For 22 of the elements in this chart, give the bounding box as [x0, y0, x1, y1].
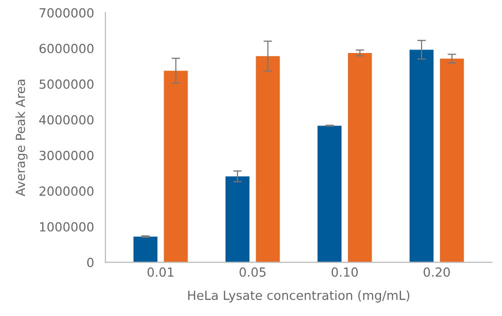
y-axis-title: Average Peak Area	[15, 80, 28, 196]
x-tick-label: 0.05	[240, 267, 266, 277]
y-tick-label: 3000000	[40, 150, 94, 160]
x-tick-label: 0.01	[148, 267, 174, 277]
bar	[164, 70, 188, 262]
y-tick-label: 6000000	[40, 44, 94, 54]
y-tick-label: 0	[87, 258, 94, 268]
x-tick-label: 0.10	[332, 267, 358, 277]
bar	[226, 176, 250, 262]
bar	[318, 126, 342, 262]
y-tick-label: 5000000	[40, 79, 94, 89]
bar	[410, 50, 434, 262]
y-tick-label: 2000000	[40, 186, 94, 196]
bar	[440, 58, 464, 262]
y-tick-label: 4000000	[39, 115, 94, 125]
bar	[348, 52, 372, 262]
x-axis-title: HeLa Lysate concentration (mg/mL)	[188, 290, 410, 302]
y-tick-label: 7000000	[40, 8, 94, 18]
bar	[133, 236, 158, 262]
y-tick-label: 1000000	[40, 222, 94, 232]
bar	[256, 56, 280, 262]
x-tick-label: 0.20	[424, 267, 450, 277]
